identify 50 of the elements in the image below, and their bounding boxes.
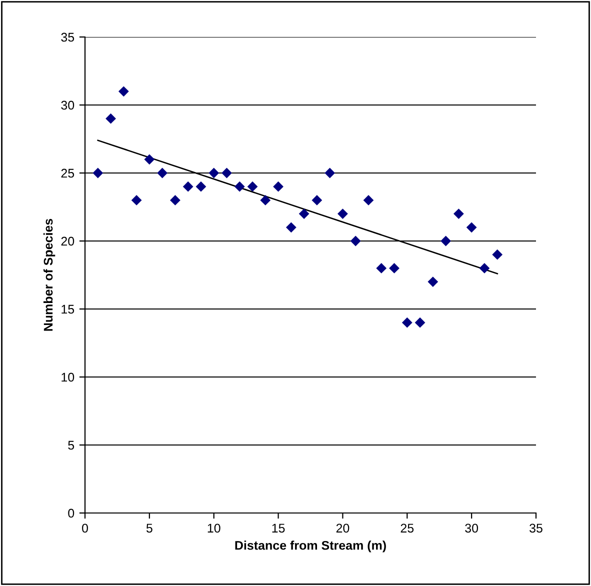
y-tick-label: 30 (61, 100, 74, 110)
point (131, 195, 142, 206)
x-tick-label: 25 (400, 524, 414, 533)
point (338, 208, 348, 219)
point (170, 195, 180, 206)
x-tick-label: 0 (82, 524, 88, 533)
point (144, 154, 155, 165)
y-tick-label: 10 (62, 372, 74, 382)
y-axis-title: Number of Species (43, 218, 56, 331)
point (428, 276, 438, 287)
point (376, 263, 387, 274)
point (492, 249, 503, 260)
point (363, 195, 374, 206)
point (402, 317, 412, 328)
x-tick-label: 10 (208, 524, 220, 533)
point (466, 222, 477, 233)
point (106, 113, 116, 124)
point (222, 168, 232, 178)
point (389, 263, 400, 274)
y-tick-label: 25 (61, 168, 74, 178)
x-tick-label: 35 (530, 524, 542, 533)
point (350, 236, 361, 246)
point (182, 181, 194, 192)
point (286, 222, 296, 233)
y-tick-label: 15 (62, 304, 74, 314)
point (453, 208, 464, 219)
point (234, 181, 245, 192)
x-tick-label: 15 (272, 524, 285, 533)
point (92, 168, 104, 178)
point (260, 195, 271, 206)
x-tick-label: 5 (146, 524, 152, 533)
point (157, 168, 168, 178)
point (440, 236, 451, 246)
point (208, 168, 220, 178)
point (312, 195, 322, 206)
point (414, 317, 426, 328)
point (118, 86, 129, 97)
point (196, 181, 206, 192)
x-axis-title: Distance from Stream (m) (235, 540, 386, 552)
y-tick-label: 20 (61, 236, 74, 246)
y-tick-label: 35 (61, 32, 74, 42)
x-tick-label: 30 (465, 524, 478, 533)
point (298, 208, 310, 219)
point (273, 181, 284, 192)
y-tick-label: 0 (68, 508, 74, 518)
point (324, 168, 336, 178)
point (479, 263, 490, 274)
x-tick-label: 20 (336, 524, 350, 533)
point (247, 181, 258, 192)
y-tick-label: 5 (68, 440, 74, 450)
